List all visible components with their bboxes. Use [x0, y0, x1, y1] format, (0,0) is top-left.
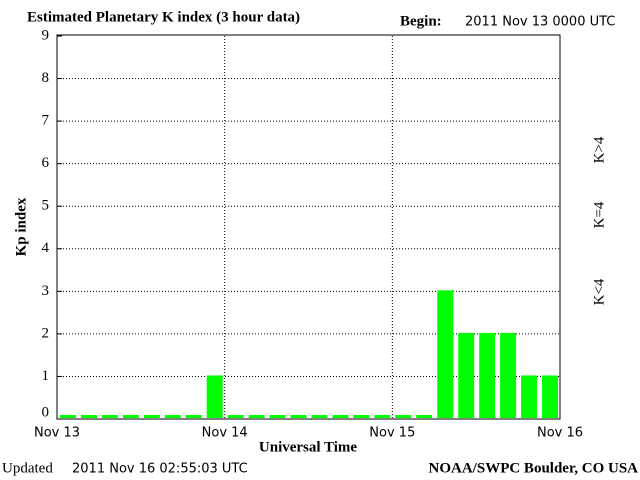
bar — [60, 415, 76, 418]
bar — [542, 375, 558, 418]
y-tick-label: 8 — [42, 70, 50, 86]
y-tick-label: 3 — [42, 283, 50, 299]
legend-entry: K<4 — [591, 278, 607, 305]
bar — [164, 415, 181, 418]
bar — [500, 332, 517, 418]
x-tick-label: Nov 15 — [369, 426, 415, 441]
legend-entry: K=4 — [591, 201, 607, 228]
x-tick-label: Nov 14 — [202, 426, 248, 441]
x-axis-label: Universal Time — [259, 439, 358, 455]
bar — [374, 415, 391, 418]
bar — [332, 415, 349, 418]
y-tick-label: 7 — [42, 113, 50, 129]
bar — [122, 415, 139, 418]
bar — [185, 415, 202, 418]
begin-label: Begin: — [400, 13, 442, 29]
y-tick-label: 2 — [42, 325, 50, 341]
bar — [479, 332, 496, 418]
bar — [437, 290, 454, 418]
bar — [248, 415, 265, 418]
bar — [80, 415, 97, 418]
y-tick-label: 6 — [42, 155, 50, 171]
updated-value: 2011 Nov 16 02:55:03 UTC — [72, 462, 248, 477]
chart-title: Estimated Planetary K index (3 hour data… — [27, 9, 300, 25]
y-tick-label: 9 — [42, 27, 50, 43]
bar — [101, 415, 118, 418]
bar — [353, 415, 370, 418]
bar — [521, 375, 538, 418]
y-tick-label: 0 — [42, 404, 50, 420]
bar — [311, 415, 328, 418]
updated-label: Updated — [2, 460, 53, 476]
x-tick-label: Nov 13 — [34, 426, 80, 441]
begin-value: 2011 Nov 13 0000 UTC — [465, 15, 615, 30]
source: NOAA/SWPC Boulder, CO USA — [429, 460, 639, 476]
bar — [227, 415, 244, 418]
bar — [458, 332, 475, 418]
y-tick-label: 5 — [42, 198, 50, 214]
bar — [416, 415, 433, 418]
bar — [206, 375, 223, 418]
y-tick-label: 4 — [42, 240, 50, 256]
bar — [143, 415, 160, 418]
bar — [290, 415, 307, 418]
bar — [395, 415, 412, 418]
y-axis-label: Kp index — [13, 197, 29, 256]
y-tick-label: 1 — [42, 368, 50, 384]
x-tick-label: Nov 16 — [537, 426, 583, 441]
legend-entry: K>4 — [591, 136, 607, 163]
plot-frame — [56, 34, 561, 420]
bar — [269, 415, 286, 418]
